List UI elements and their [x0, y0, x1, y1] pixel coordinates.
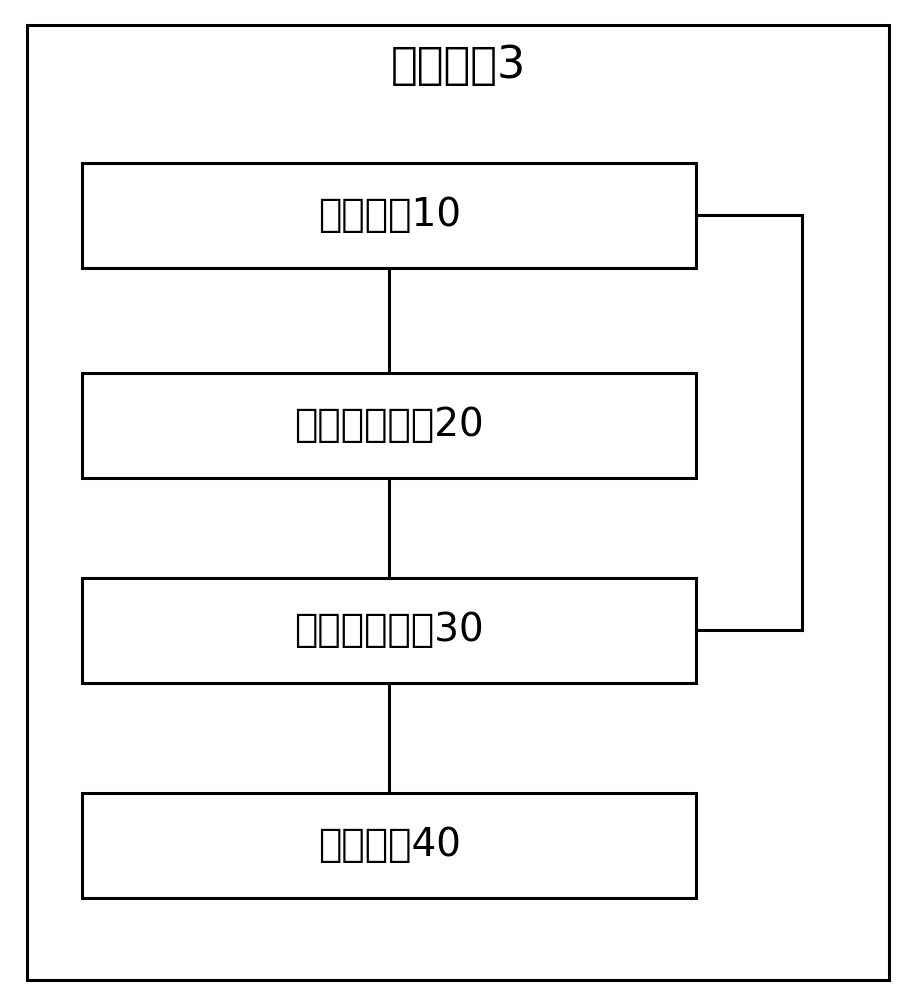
Text: 显示单元40: 显示单元40: [318, 826, 461, 864]
Text: 数据存储单元20: 数据存储单元20: [294, 406, 485, 444]
Text: 监控主机3: 监控主机3: [390, 43, 526, 87]
FancyBboxPatch shape: [82, 372, 696, 478]
FancyBboxPatch shape: [82, 578, 696, 682]
FancyBboxPatch shape: [82, 162, 696, 267]
Text: 数据处理单元30: 数据处理单元30: [294, 611, 485, 649]
FancyBboxPatch shape: [27, 25, 889, 980]
Text: 通信单元10: 通信单元10: [318, 196, 461, 234]
FancyBboxPatch shape: [82, 792, 696, 898]
